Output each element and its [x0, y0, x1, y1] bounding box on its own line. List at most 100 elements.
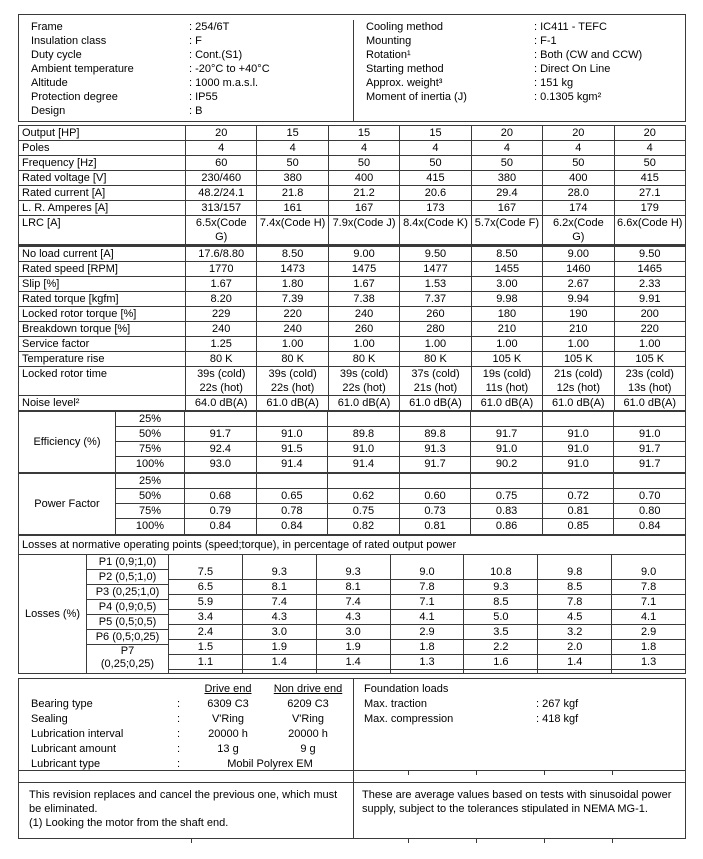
load-percentage: 100%: [135, 458, 165, 470]
bearing-drive-end-value: 20000 h: [208, 728, 248, 740]
power-factor-row: 25%: [116, 474, 685, 489]
general-field-label: Altitude: [31, 77, 68, 89]
efficiency-cell: [541, 412, 614, 426]
section-gap: [18, 771, 686, 782]
foundation-row-value: : 267 kgf: [536, 698, 579, 710]
power-factor-cell: [470, 474, 542, 488]
bearing-row-label: Sealing: [31, 713, 68, 725]
general-row: Rotation¹: Both (CW and CCW): [366, 48, 685, 62]
loss-cell: 1.9: [242, 640, 316, 655]
power-factor-cell: 0.86: [470, 519, 542, 534]
power-factor-cell: 0.81: [541, 504, 614, 518]
general-field-label: Starting method: [366, 63, 444, 75]
power-factor-cell: [398, 474, 471, 488]
load-percentage: 25%: [138, 413, 162, 425]
power-factor-cell: 0.72: [541, 489, 614, 503]
spec-cell: 173: [399, 201, 470, 215]
spec-cell: 1.25: [185, 337, 256, 351]
loss-cell: 1.8: [390, 640, 464, 655]
loss-column: 9.8 8.5 7.8 4.5 3.2 2.0 1.4: [538, 555, 613, 673]
loss-cell: 9.3: [316, 565, 390, 580]
spec-cell: 6.5x(Code G): [185, 216, 256, 244]
loss-column: 9.0 7.8 7.1 4.1 2.9 1.8 1.3: [390, 555, 465, 673]
bearing-row-label: Bearing type: [31, 698, 93, 710]
spec-cell: 280: [399, 322, 470, 336]
efficiency-cell: 92.4: [184, 442, 256, 456]
spec-cell: 240: [256, 322, 327, 336]
spec-cell: 105 K: [542, 352, 613, 366]
spec-row-label: Rated voltage [V]: [22, 172, 107, 184]
power-factor-cell: 0.79: [184, 504, 256, 518]
spec-cell: 15: [256, 126, 327, 140]
power-factor-cell: 0.68: [184, 489, 256, 503]
spec-cell: 400: [327, 171, 399, 185]
spec-cell: 50: [399, 156, 470, 170]
power-factor-row: 50% 0.68 0.65 0.62 0.60 0.75 0.72 0.70: [116, 489, 685, 504]
loss-cell: 7.1: [612, 595, 686, 610]
losses-header: Losses at normative operating points (sp…: [19, 535, 685, 555]
loss-cell: 6.5: [169, 580, 242, 595]
spec-row-label: Rated speed [RPM]: [22, 263, 118, 275]
general-field-label: Design: [31, 105, 66, 117]
power-factor-cell: 0.60: [398, 489, 471, 503]
efficiency-cell: 89.8: [398, 427, 471, 441]
power-factor-row: 75% 0.79 0.78 0.75 0.73 0.83 0.81 0.80: [116, 504, 685, 519]
spec-cell: 260: [327, 322, 399, 336]
spec-cell: 313/157: [185, 201, 256, 215]
spec-cell: 50: [327, 156, 399, 170]
spec-cell: 50: [613, 156, 685, 170]
loss-cell: 5.0: [464, 610, 538, 625]
spec-cell: 8.50: [470, 247, 542, 261]
loss-point-label: P6 (0,5;0,25): [87, 630, 168, 645]
general-field-value: : IC411 - TEFC: [534, 21, 607, 33]
efficiency-cell: [613, 412, 685, 426]
efficiency-cell: 93.0: [184, 457, 256, 472]
loss-cell: 4.3: [316, 610, 390, 625]
spec-row: Temperature rise 80 K 80 K 80 K 80 K 105 K 105…: [19, 352, 685, 367]
spec-cell: 7.38: [327, 292, 399, 306]
spec-cell: 60: [185, 156, 256, 170]
general-row: Mounting: F-1: [366, 34, 685, 48]
loss-cell: 2.0: [538, 640, 612, 655]
spec-cell: 21.2: [327, 186, 399, 200]
efficiency-cell: 91.7: [613, 442, 685, 456]
efficiency-cell: 91.0: [613, 427, 685, 441]
efficiency-row: 25%: [116, 412, 685, 427]
spec-row: Rated torque [kgfm] 8.20 7.39 7.38 7.37 9.98 9…: [19, 292, 685, 307]
efficiency-cell: 91.7: [398, 457, 471, 472]
load-percentage: 75%: [138, 505, 162, 517]
spec-cell: 1.00: [470, 337, 542, 351]
bearing-colon: :: [177, 728, 181, 740]
loss-column: 9.3 8.1 7.4 4.3 3.0 1.9 1.4: [316, 555, 391, 673]
bearing-non-drive-end-value: 9 g: [300, 743, 316, 755]
grid-tick: [476, 770, 477, 775]
general-row: Approx. weight³: 151 kg: [366, 76, 685, 90]
loss-cell: 1.3: [390, 655, 464, 670]
bearing-row: Sealing: V'Ring V'Ring: [31, 712, 353, 727]
spec-cell: 15: [327, 126, 399, 140]
loss-cell: 4.5: [538, 610, 612, 625]
spec-cell: 2.33: [613, 277, 685, 291]
loss-cell: 3.4: [169, 610, 242, 625]
load-percentage: 75%: [138, 443, 162, 455]
spec-cell: 21s (cold) 12s (hot): [542, 367, 613, 395]
general-row: Starting method: Direct On Line: [366, 62, 685, 76]
efficiency-cell: 91.0: [327, 442, 399, 456]
spec-cell: 9.98: [470, 292, 542, 306]
bearing-row: Lubricant amount: 13 g 9 g: [31, 742, 353, 757]
loss-point-label: P1 (0,9;1,0): [87, 555, 168, 570]
spec-cell: 61.0 dB(A): [542, 396, 613, 410]
spec-row-label: Poles: [22, 142, 50, 154]
spec-cell: 1.67: [327, 277, 399, 291]
general-field-label: Ambient temperature: [31, 63, 134, 75]
general-right-column: Cooling method: IC411 - TEFC Mounting: F-…: [354, 20, 685, 121]
general-field-label: Mounting: [366, 35, 412, 47]
spec-cell: 240: [185, 322, 256, 336]
grid-tick: [191, 838, 192, 843]
spec-cell: 179: [613, 201, 685, 215]
general-field-label: Approx. weight³: [366, 77, 443, 89]
efficiency-cell: 91.5: [255, 442, 328, 456]
spec-row-label: Noise level²: [22, 397, 80, 409]
loss-cell: 9.8: [538, 565, 612, 580]
general-row: Design: B: [31, 104, 353, 118]
